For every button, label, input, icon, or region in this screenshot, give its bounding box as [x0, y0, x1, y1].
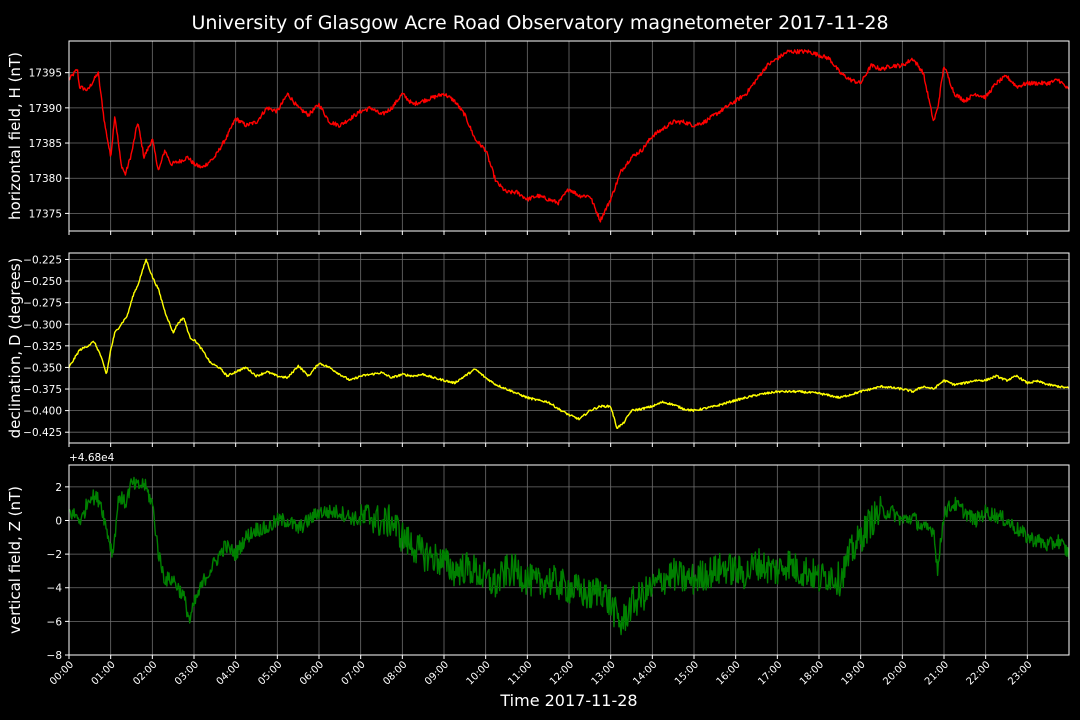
y-axis-label: horizontal field, H (nT)	[6, 52, 24, 220]
y-tick-label: 17390	[29, 103, 62, 115]
y-tick-label: −8	[47, 650, 62, 662]
plot-frame	[68, 464, 1070, 656]
y-tick-label: −6	[47, 616, 63, 628]
y-offset-label: +4.68e4	[69, 452, 115, 464]
plot-frame	[68, 252, 1070, 444]
chart-panels: 17375 17380 17385 17390 17395 horizontal fiel…	[6, 40, 1070, 662]
y-axis-label: vertical field, Z (nT)	[6, 486, 24, 634]
series-line	[68, 49, 1070, 223]
chart-panel-2: −0.425 −0.400 −0.375 −0.350 −0.325 −0.300 −0.2…	[6, 252, 1070, 447]
series-line	[68, 258, 1070, 429]
figure-title: University of Glasgow Acre Road Observat…	[191, 12, 888, 34]
y-tick-label: −0.375	[23, 384, 62, 396]
y-tick-label: −0.350	[23, 362, 62, 374]
y-tick-label: 17375	[29, 208, 62, 220]
series-line	[68, 476, 1070, 636]
plot-frame	[68, 40, 1070, 232]
y-axis-label: declination, D (degrees)	[6, 258, 24, 439]
y-tick-label: −0.325	[23, 341, 62, 353]
y-tick-label: −0.225	[23, 254, 62, 266]
y-tick-label: −0.425	[23, 427, 62, 439]
y-tick-label: −0.275	[23, 298, 62, 310]
y-tick-label: 17380	[29, 173, 62, 185]
y-tick-label: 17395	[29, 68, 62, 80]
y-tick-label: −0.400	[23, 406, 62, 418]
y-tick-label: 0	[55, 515, 62, 527]
chart-panel-1: 17375 17380 17385 17390 17395 horizontal fiel…	[6, 40, 1070, 235]
y-tick-label: −0.250	[23, 276, 62, 288]
x-axis-label: Time 2017-11-28	[499, 691, 637, 710]
y-tick-label: −2	[47, 549, 62, 561]
y-tick-label: −0.300	[23, 319, 62, 331]
y-tick-label: 17385	[29, 138, 62, 150]
y-tick-label: −4	[47, 583, 63, 595]
chart-panel-3: −8 −6 −4 −2 0 2 vertical field, Z (nT) +4.68e4	[6, 452, 1070, 662]
y-tick-label: 2	[55, 482, 62, 494]
